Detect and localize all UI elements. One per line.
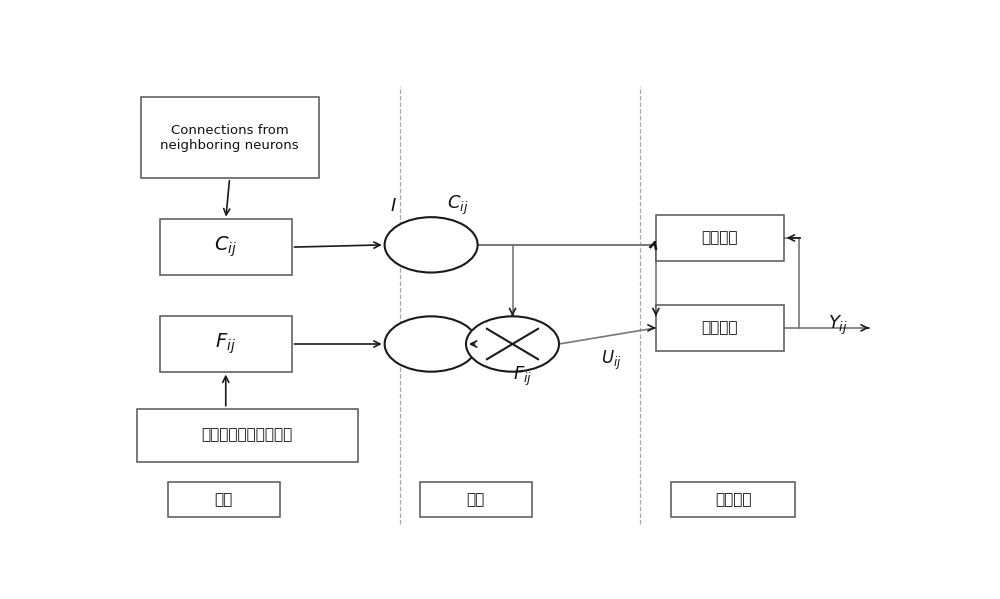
FancyBboxPatch shape bbox=[168, 482, 280, 517]
Text: Connections from
neighboring neurons: Connections from neighboring neurons bbox=[160, 123, 299, 152]
Circle shape bbox=[385, 217, 478, 273]
FancyBboxPatch shape bbox=[656, 215, 784, 261]
FancyBboxPatch shape bbox=[160, 316, 292, 371]
Text: 调制: 调制 bbox=[467, 492, 485, 507]
Text: 来自相邻神经元的反馈: 来自相邻神经元的反馈 bbox=[201, 428, 293, 443]
Circle shape bbox=[466, 316, 559, 371]
Text: $Y_{ij}$: $Y_{ij}$ bbox=[828, 314, 848, 337]
Text: $C_{ij}$: $C_{ij}$ bbox=[447, 194, 469, 217]
Text: 接受: 接受 bbox=[215, 492, 233, 507]
FancyBboxPatch shape bbox=[137, 409, 358, 462]
Text: $I$: $I$ bbox=[390, 196, 397, 214]
Text: $F_{ij}$: $F_{ij}$ bbox=[513, 365, 532, 388]
Text: $U_{ij}$: $U_{ij}$ bbox=[601, 349, 621, 372]
Text: 阶跃函数: 阶跃函数 bbox=[702, 320, 738, 335]
FancyBboxPatch shape bbox=[671, 482, 795, 517]
FancyBboxPatch shape bbox=[656, 305, 784, 351]
Circle shape bbox=[385, 316, 478, 371]
Text: $F_{ij}$: $F_{ij}$ bbox=[215, 332, 236, 356]
Text: $C_{ij}$: $C_{ij}$ bbox=[214, 235, 237, 259]
Text: 脉冲产生: 脉冲产生 bbox=[715, 492, 752, 507]
FancyBboxPatch shape bbox=[160, 219, 292, 275]
FancyBboxPatch shape bbox=[420, 482, 532, 517]
FancyBboxPatch shape bbox=[140, 97, 319, 178]
Text: 阈値函数: 阈値函数 bbox=[702, 231, 738, 246]
